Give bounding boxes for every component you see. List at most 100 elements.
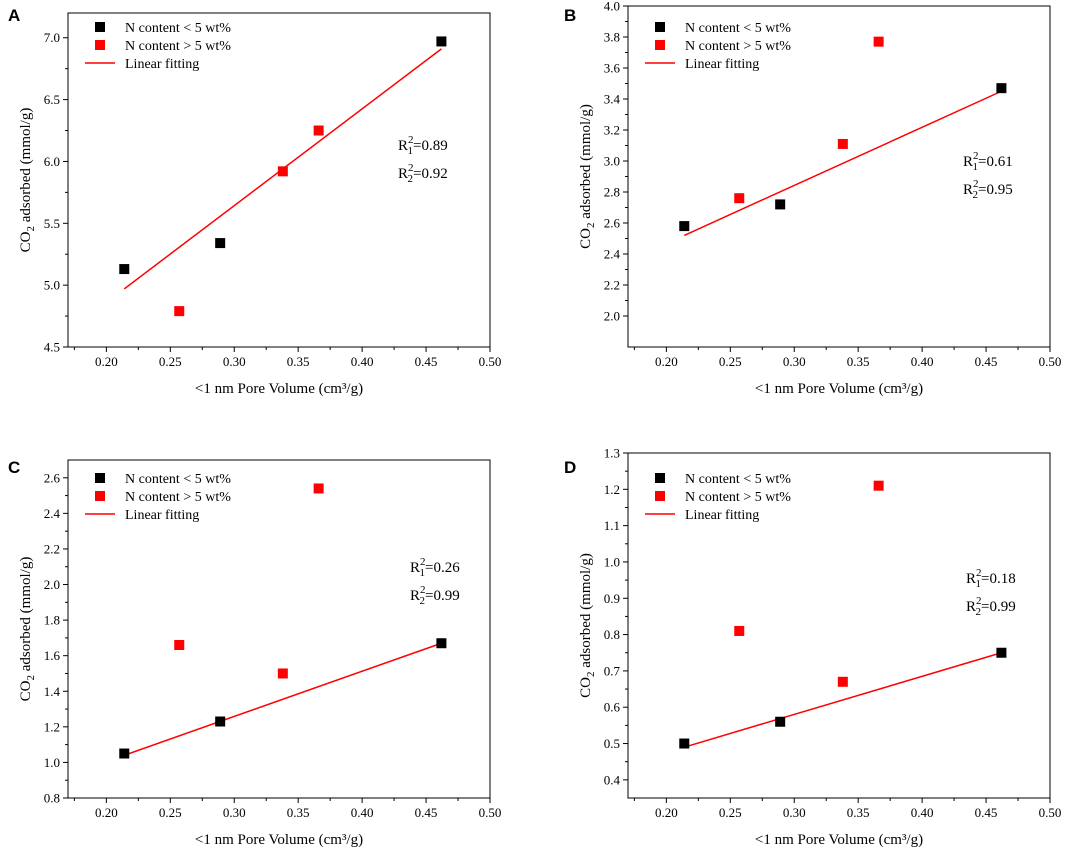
legend-label: N content < 5 wt%	[685, 21, 791, 36]
panel-letter: D	[564, 458, 576, 477]
legend-label: Linear fitting	[685, 508, 759, 523]
x-tick-label: 0.50	[479, 354, 502, 369]
r-squared-label: R2 1=0.26	[410, 556, 460, 579]
high-n-point	[837, 138, 848, 149]
plot-frame	[67, 12, 491, 348]
low-n-point	[119, 748, 130, 759]
y-tick-label: 4.5	[44, 340, 60, 355]
y-tick-label: 4.0	[604, 0, 620, 14]
chart-panel-a: A 0.20 0.25 0.30 0.35 0.40 0.45 0.50 4.5 5.0 5.5 6.…	[8, 6, 501, 397]
x-tick-label: 0.30	[783, 354, 806, 369]
legend-marker	[655, 40, 665, 50]
r-squared-label: R2 2=0.99	[966, 595, 1016, 618]
x-tick-label: 0.45	[415, 805, 438, 820]
x-tick-label: 0.40	[351, 805, 374, 820]
x-tick-label: 0.35	[287, 805, 310, 820]
y-tick-label: 0.4	[604, 772, 621, 787]
high-n-point	[277, 668, 288, 679]
linear-fit-line	[684, 652, 1002, 748]
plot-frame	[67, 459, 491, 799]
plot-frame	[627, 452, 1051, 799]
y-tick-label: 1.4	[44, 684, 61, 699]
x-tick-label: 0.20	[95, 354, 118, 369]
low-n-point	[775, 716, 786, 727]
high-n-point	[313, 483, 324, 494]
legend-marker	[95, 473, 105, 483]
low-n-point	[119, 264, 130, 275]
low-n-point	[679, 221, 690, 232]
x-axis-label: <1 nm Pore Volume (cm³/g)	[755, 381, 923, 397]
y-tick-label: 1.8	[44, 613, 60, 628]
high-n-point	[873, 36, 884, 47]
x-tick-label: 0.35	[847, 805, 870, 820]
y-tick-label: 2.6	[44, 470, 61, 485]
y-tick-label: 6.5	[44, 92, 60, 107]
panel-letter: B	[564, 6, 576, 25]
chart-panel-c: C 0.20 0.25 0.30 0.35 0.40 0.45 0.50 0.8 1.0 1.2 1.…	[8, 458, 501, 848]
y-tick-label: 0.8	[604, 627, 620, 642]
y-tick-label: 2.4	[604, 247, 621, 262]
y-tick-label: 3.2	[604, 123, 620, 138]
x-tick-label: 0.45	[975, 805, 998, 820]
x-tick-label: 0.25	[159, 354, 182, 369]
low-n-point	[215, 716, 226, 727]
y-tick-label: 2.0	[44, 577, 60, 592]
panel-letter: C	[8, 458, 20, 477]
x-tick-label: 0.50	[479, 805, 502, 820]
y-tick-label: 0.5	[604, 736, 620, 751]
legend-label: Linear fitting	[685, 57, 759, 72]
low-n-point	[996, 83, 1007, 94]
chart-panel-b: B 0.20 0.25 0.30 0.35 0.40 0.45 0.50 2.0 2.2 2.4 2.…	[564, 0, 1061, 397]
y-axis-label: CO2 adsorbed (mmol/g)	[578, 553, 597, 698]
y-tick-label: 0.7	[604, 663, 621, 678]
legend-label: N content > 5 wt%	[125, 39, 231, 54]
r-squared-label: R2 2=0.99	[410, 584, 460, 607]
low-n-point	[215, 238, 226, 249]
legend-marker	[95, 22, 105, 32]
y-tick-label: 3.6	[604, 61, 621, 76]
x-tick-label: 0.30	[223, 354, 246, 369]
legend-label: N content < 5 wt%	[125, 472, 231, 487]
x-tick-label: 0.40	[351, 354, 374, 369]
x-tick-label: 0.20	[655, 354, 678, 369]
y-tick-label: 2.0	[604, 309, 620, 324]
high-n-point	[277, 166, 288, 177]
y-tick-label: 0.9	[604, 591, 620, 606]
x-tick-label: 0.30	[223, 805, 246, 820]
y-tick-label: 2.4	[44, 506, 61, 521]
y-tick-label: 3.4	[604, 92, 621, 107]
chart-panel-d: D 0.20 0.25 0.30 0.35 0.40 0.45 0.50 0.4 0.5 0.6 0.…	[564, 446, 1061, 849]
y-tick-label: 7.0	[44, 30, 60, 45]
legend-marker	[95, 491, 105, 501]
y-tick-label: 6.0	[44, 154, 60, 169]
y-tick-label: 2.2	[604, 278, 620, 293]
high-n-point	[873, 480, 884, 491]
low-n-point	[679, 738, 690, 749]
y-tick-label: 2.2	[44, 541, 60, 556]
linear-fit-line	[683, 90, 1002, 237]
y-tick-label: 1.0	[604, 554, 620, 569]
low-n-point	[775, 199, 786, 210]
y-tick-label: 2.6	[604, 216, 621, 231]
y-axis-label: CO2 adsorbed (mmol/g)	[18, 557, 37, 702]
legend-label: N content > 5 wt%	[685, 39, 791, 54]
x-tick-label: 0.45	[975, 354, 998, 369]
legend-marker	[655, 22, 665, 32]
y-tick-label: 2.8	[604, 185, 620, 200]
x-tick-label: 0.20	[95, 805, 118, 820]
legend-label: Linear fitting	[125, 508, 199, 523]
y-tick-label: 1.0	[44, 755, 60, 770]
x-tick-label: 0.20	[655, 805, 678, 820]
r-squared-label: R2 1=0.89	[398, 134, 448, 157]
legend-marker	[655, 473, 665, 483]
x-tick-label: 0.25	[719, 805, 742, 820]
x-tick-label: 0.35	[287, 354, 310, 369]
x-tick-label: 0.25	[159, 805, 182, 820]
low-n-point	[436, 36, 447, 47]
y-axis-label: CO2 adsorbed (mmol/g)	[578, 104, 597, 249]
legend-label: N content < 5 wt%	[125, 21, 231, 36]
y-tick-label: 3.8	[604, 30, 620, 45]
x-axis-label: <1 nm Pore Volume (cm³/g)	[755, 832, 923, 848]
y-tick-label: 5.5	[44, 216, 60, 231]
